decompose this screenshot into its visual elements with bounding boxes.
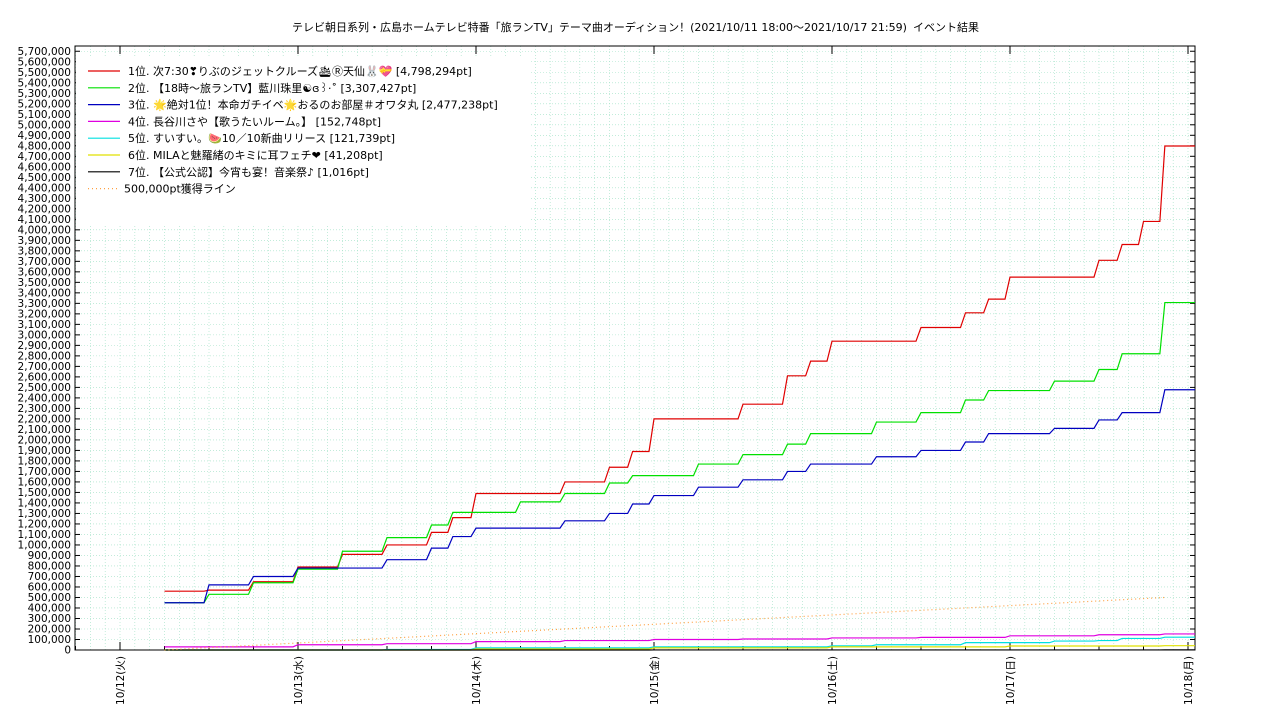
series-line-1 — [164, 145, 1195, 592]
y-tick-label: 600,000 — [28, 581, 71, 593]
x-tick-label: 10/13(水) — [293, 656, 305, 705]
chart-subtitle: イベント結果 — [913, 21, 979, 34]
y-tick-label: 1,200,000 — [18, 518, 71, 530]
y-tick-label: 1,400,000 — [18, 497, 71, 509]
y-tick-label: 1,700,000 — [18, 466, 71, 478]
y-tick-label: 5,300,000 — [18, 88, 71, 100]
series-line-3 — [164, 389, 1195, 604]
axes: 0100,000200,000300,000400,000500,000600,… — [18, 45, 1196, 705]
legend-box — [76, 56, 531, 224]
y-tick-label: 3,700,000 — [18, 256, 71, 268]
legend-entry-6: 6位. MILAと魅羅緒のキミに耳フェチ❤ [41,208pt] — [128, 148, 383, 162]
series-lines — [164, 145, 1195, 651]
y-tick-label: 5,400,000 — [18, 77, 71, 89]
legend-entry-7: 7位. 【公式公認】今宵も宴！音楽祭♪ [1,016pt] — [128, 165, 369, 179]
y-tick-label: 1,300,000 — [18, 508, 71, 520]
y-tick-label: 3,400,000 — [18, 287, 71, 299]
y-tick-label: 1,800,000 — [18, 455, 71, 467]
legend-entry-8: 500,000pt獲得ライン — [124, 183, 236, 196]
x-tick-label: 10/18(月) — [1183, 656, 1195, 705]
y-tick-label: 2,600,000 — [18, 371, 71, 383]
y-tick-label: 1,500,000 — [18, 487, 71, 499]
x-tick-label: 10/16(土) — [826, 656, 839, 705]
y-tick-label: 3,800,000 — [18, 245, 71, 257]
y-tick-label: 3,000,000 — [18, 329, 71, 341]
y-tick-label: 3,900,000 — [18, 235, 71, 247]
legend-entry-1: 1位. 次7:30❣りぶのジェットクルーズ🛳Ⓡ天仙🐰💝 [4,798,294pt… — [128, 64, 472, 78]
y-tick-label: 3,600,000 — [18, 266, 71, 278]
y-tick-label: 2,800,000 — [18, 350, 71, 362]
y-tick-label: 2,100,000 — [18, 424, 71, 436]
y-tick-label: 5,100,000 — [18, 109, 71, 121]
y-tick-label: 4,100,000 — [18, 214, 71, 226]
y-tick-label: 2,200,000 — [18, 413, 71, 425]
series-line-6 — [164, 645, 1195, 651]
y-tick-label: 200,000 — [28, 623, 71, 635]
x-tick-label: 10/15(金) — [648, 656, 661, 705]
x-tick-label: 10/12(火) — [115, 656, 127, 705]
legend-entry-2: 2位. 【18時〜旅ランTV】藍川珠里☯ɞ꒱·˚ [3,307,427pt] — [128, 81, 416, 95]
y-tick-label: 5,700,000 — [18, 46, 71, 58]
y-tick-label: 2,400,000 — [18, 392, 71, 404]
y-tick-label: 700,000 — [28, 571, 71, 583]
y-tick-label: 4,800,000 — [18, 140, 71, 152]
y-tick-label: 4,700,000 — [18, 151, 71, 163]
legend-entry-5: 5位. すいすい。🍉10／10新曲リリース [121,739pt] — [128, 131, 395, 145]
y-tick-label: 5,000,000 — [18, 119, 71, 131]
y-tick-label: 400,000 — [28, 602, 71, 614]
y-tick-label: 500,000 — [28, 592, 71, 604]
series-line-2 — [164, 301, 1195, 604]
y-tick-label: 5,200,000 — [18, 98, 71, 110]
y-tick-label: 900,000 — [28, 550, 71, 562]
series-line-4 — [164, 633, 1195, 648]
y-tick-label: 4,400,000 — [18, 182, 71, 194]
y-tick-label: 800,000 — [28, 560, 71, 572]
y-tick-label: 4,200,000 — [18, 203, 71, 215]
y-tick-label: 3,300,000 — [18, 298, 71, 310]
y-tick-label: 1,900,000 — [18, 445, 71, 457]
y-tick-label: 0 — [64, 645, 71, 657]
y-tick-label: 4,000,000 — [18, 224, 71, 236]
y-tick-label: 4,500,000 — [18, 172, 71, 184]
y-tick-label: 3,200,000 — [18, 308, 71, 320]
legend: 1位. 次7:30❣りぶのジェットクルーズ🛳Ⓡ天仙🐰💝 [4,798,294pt… — [76, 56, 531, 224]
y-tick-label: 1,600,000 — [18, 476, 71, 488]
x-tick-label: 10/17(日) — [1005, 656, 1017, 705]
series-line-8 — [164, 596, 1165, 651]
y-tick-label: 2,000,000 — [18, 434, 71, 446]
legend-entry-3: 3位. 🌟絶対1位！本命ガチイベ🌟おるのお部屋＃オワタ丸 [2,477,238p… — [128, 98, 498, 112]
y-tick-label: 100,000 — [28, 634, 71, 646]
y-tick-label: 2,300,000 — [18, 403, 71, 415]
y-tick-label: 3,500,000 — [18, 277, 71, 289]
y-tick-label: 4,600,000 — [18, 161, 71, 173]
y-tick-label: 2,900,000 — [18, 340, 71, 352]
y-tick-label: 2,500,000 — [18, 382, 71, 394]
y-tick-label: 300,000 — [28, 613, 71, 625]
y-tick-label: 4,900,000 — [18, 130, 71, 142]
y-tick-label: 1,100,000 — [18, 529, 71, 541]
y-tick-label: 4,300,000 — [18, 193, 71, 205]
y-tick-label: 5,500,000 — [18, 67, 71, 79]
x-tick-label: 10/14(木) — [471, 656, 483, 705]
chart-title: テレビ朝日系列・広島ホームテレビ特番「旅ランTV」テーマ曲オーディション！(20… — [292, 21, 907, 34]
y-tick-label: 1,000,000 — [18, 539, 71, 551]
legend-entry-4: 4位. 長谷川さや【歌うたいルーム。】 [152,748pt] — [128, 114, 381, 128]
y-tick-label: 2,700,000 — [18, 361, 71, 373]
y-tick-label: 3,100,000 — [18, 319, 71, 331]
series-line-5 — [164, 636, 1195, 651]
y-tick-label: 5,600,000 — [18, 56, 71, 68]
